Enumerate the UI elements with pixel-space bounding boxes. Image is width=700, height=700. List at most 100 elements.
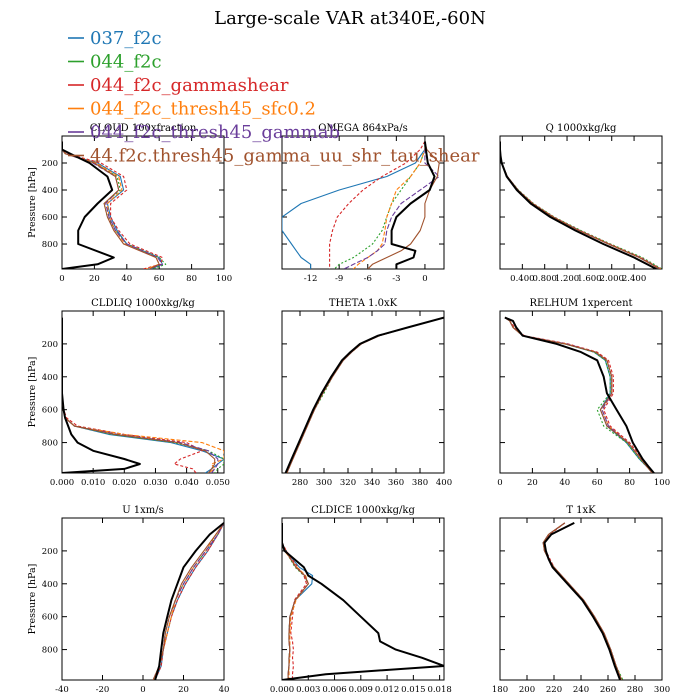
plot-frame	[61, 135, 225, 270]
x-tick-label: 0.020	[112, 478, 136, 488]
legend-label: 044_f2c_thresh45_gammab	[90, 122, 340, 143]
panel-title: CLDICE 1000xkg/kg	[311, 505, 415, 516]
series-line-44-f2c-thresh45-gamma-uu-shr-tau-shear	[152, 522, 224, 680]
plot-frame	[281, 310, 445, 474]
series-line-44-f2c-thresh45-gamma-uu-shr-tau-shear	[500, 141, 661, 269]
x-tick-label: 60	[592, 478, 603, 488]
x-tick-label: 0	[59, 274, 64, 284]
series-line-ref	[543, 522, 622, 680]
series-line-044-f2c-thresh45-gammab	[343, 141, 440, 269]
chart-panel-1: OMEGA 864xPa/s -12 -9 -6 -3 0	[281, 123, 445, 284]
x-tick-label: 340	[364, 478, 380, 488]
chart-panel-3: CLDLIQ 1000xkg/kg 0.000 0.010 0.020 0.030 0.0…	[27, 298, 230, 488]
x-tick-label: -40	[55, 685, 69, 695]
series-line-037-f2c	[504, 317, 653, 473]
x-tick-label: 280	[292, 478, 308, 488]
series-line-ref	[62, 317, 141, 473]
y-tick-label: 600	[42, 613, 58, 623]
y-tick-label: 200	[42, 547, 58, 557]
x-tick-label: 20	[527, 478, 538, 488]
x-tick-label: 0	[140, 685, 145, 695]
panel-title: Q 1000xkg/kg	[546, 123, 617, 134]
chart-panel-4: THETA 1.0xK 280 300 320 340 360 380 400	[281, 298, 452, 488]
chart-panel-6: U 1xm/s -40 -20 0 20 40 200 400 600 800 Pressure […	[27, 505, 229, 695]
series-line-ref	[500, 141, 657, 269]
series-line-44-f2c-thresh45-gamma-uu-shr-tau-shear	[542, 522, 623, 680]
figure-title: Large-scale VAR at340E,-60N	[214, 8, 486, 29]
x-tick-label: 60	[154, 274, 165, 284]
panel-title: T 1xK	[566, 505, 596, 516]
y-tick-label: 400	[42, 373, 58, 383]
x-tick-label: -3	[392, 274, 400, 284]
y-axis-label: Pressure [hPa]	[27, 564, 38, 635]
x-tick-label: 100	[654, 478, 670, 488]
x-tick-label: 300	[654, 685, 670, 695]
chart-panel-5: RELHUM 1xpercent 0 20 40 60 80 100	[497, 298, 670, 488]
x-tick-label: 0.000	[270, 685, 294, 695]
series-line-ref	[154, 522, 224, 680]
series-line-044-f2c-gammashear	[329, 141, 426, 269]
chart-panel-8: T 1xK 180 200 220 240 260 280 300	[492, 505, 670, 695]
series-line-044-f2c-thresh45-gammab	[500, 141, 661, 269]
series-line-044-f2c-thresh45-sfc0-2	[504, 317, 653, 473]
panel-title: RELHUM 1xpercent	[529, 298, 632, 309]
x-tick-label: 80	[624, 478, 635, 488]
y-tick-label: 800	[42, 240, 58, 250]
legend-item: 44.f2c.thresh45_gamma_uu_shr_tau_shear	[68, 146, 480, 167]
series-line-044-f2c-thresh45-sfc0-2	[500, 141, 661, 269]
panel-title: THETA 1.0xK	[329, 298, 398, 309]
plot-frame	[281, 135, 445, 270]
plot-frame	[61, 517, 225, 681]
plot-frame	[499, 310, 663, 474]
x-tick-label: 0.800	[533, 274, 557, 284]
series-line-037-f2c	[282, 141, 426, 269]
legend-item: 044_f2c	[68, 52, 162, 73]
series-line-044-f2c	[334, 141, 426, 269]
x-tick-label: 1.600	[577, 274, 601, 284]
y-tick-label: 200	[42, 159, 58, 169]
x-tick-label: 380	[412, 478, 428, 488]
y-tick-label: 400	[42, 580, 58, 590]
series-line-044-f2c-thresh45-sfc0-2	[154, 522, 224, 680]
series-line-037-f2c	[154, 522, 224, 680]
legend-item: 044_f2c_thresh45_sfc0.2	[68, 99, 316, 120]
panel-title: CLDLIQ 1000xkg/kg	[91, 298, 195, 309]
y-axis-label: Pressure [hPa]	[27, 357, 38, 428]
plot-frame	[499, 135, 663, 270]
x-tick-label: 400	[436, 478, 452, 488]
x-tick-label: 0.006	[322, 685, 346, 695]
series-line-044-f2c-thresh45-sfc0-2	[62, 317, 224, 473]
x-tick-label: 20	[178, 685, 189, 695]
series-line-037-f2c	[500, 141, 662, 269]
series-line-044-f2c-thresh45-gammab	[62, 317, 219, 473]
y-tick-label: 800	[42, 439, 58, 449]
legend-label: 044_f2c_thresh45_sfc0.2	[90, 99, 316, 120]
x-tick-label: 0.012	[375, 685, 399, 695]
series-line-ref	[282, 522, 444, 680]
x-tick-label: 20	[89, 274, 100, 284]
chart-panel-7: CLDICE 1000xkg/kg0.000 0.003 0.006 0.009 0.0…	[270, 505, 452, 695]
x-tick-label: 220	[546, 685, 562, 695]
series-line-44-f2c-thresh45-gamma-uu-shr-tau-shear	[367, 141, 440, 269]
panel-title: U 1xm/s	[122, 505, 164, 516]
series-line-044-f2c-thresh45-gammab	[504, 317, 653, 473]
x-tick-label: 0.003	[296, 685, 320, 695]
series-line-ref	[390, 141, 436, 269]
x-tick-label: 40	[121, 274, 132, 284]
series-line-44-f2c-thresh45-gamma-uu-shr-tau-shear	[282, 522, 309, 680]
y-axis-label: Pressure [hPa]	[27, 167, 38, 238]
series-line-044-f2c-thresh45-gammab	[62, 141, 163, 269]
chart-panel-2: Q 1000xkg/kg 0.4000.8001.2001.6002.0002.4…	[499, 123, 663, 284]
x-tick-label: 0.400	[510, 274, 534, 284]
x-tick-label: 0.018	[427, 685, 451, 695]
x-tick-label: 0.000	[50, 478, 74, 488]
x-tick-label: 0.050	[206, 478, 230, 488]
y-tick-label: 800	[42, 646, 58, 656]
series-line-ref	[62, 141, 115, 269]
legend-item: 044_f2c_gammashear	[68, 75, 289, 96]
x-tick-label: 2.000	[600, 274, 624, 284]
x-tick-label: 1.200	[555, 274, 579, 284]
x-tick-label: 0.010	[81, 478, 105, 488]
